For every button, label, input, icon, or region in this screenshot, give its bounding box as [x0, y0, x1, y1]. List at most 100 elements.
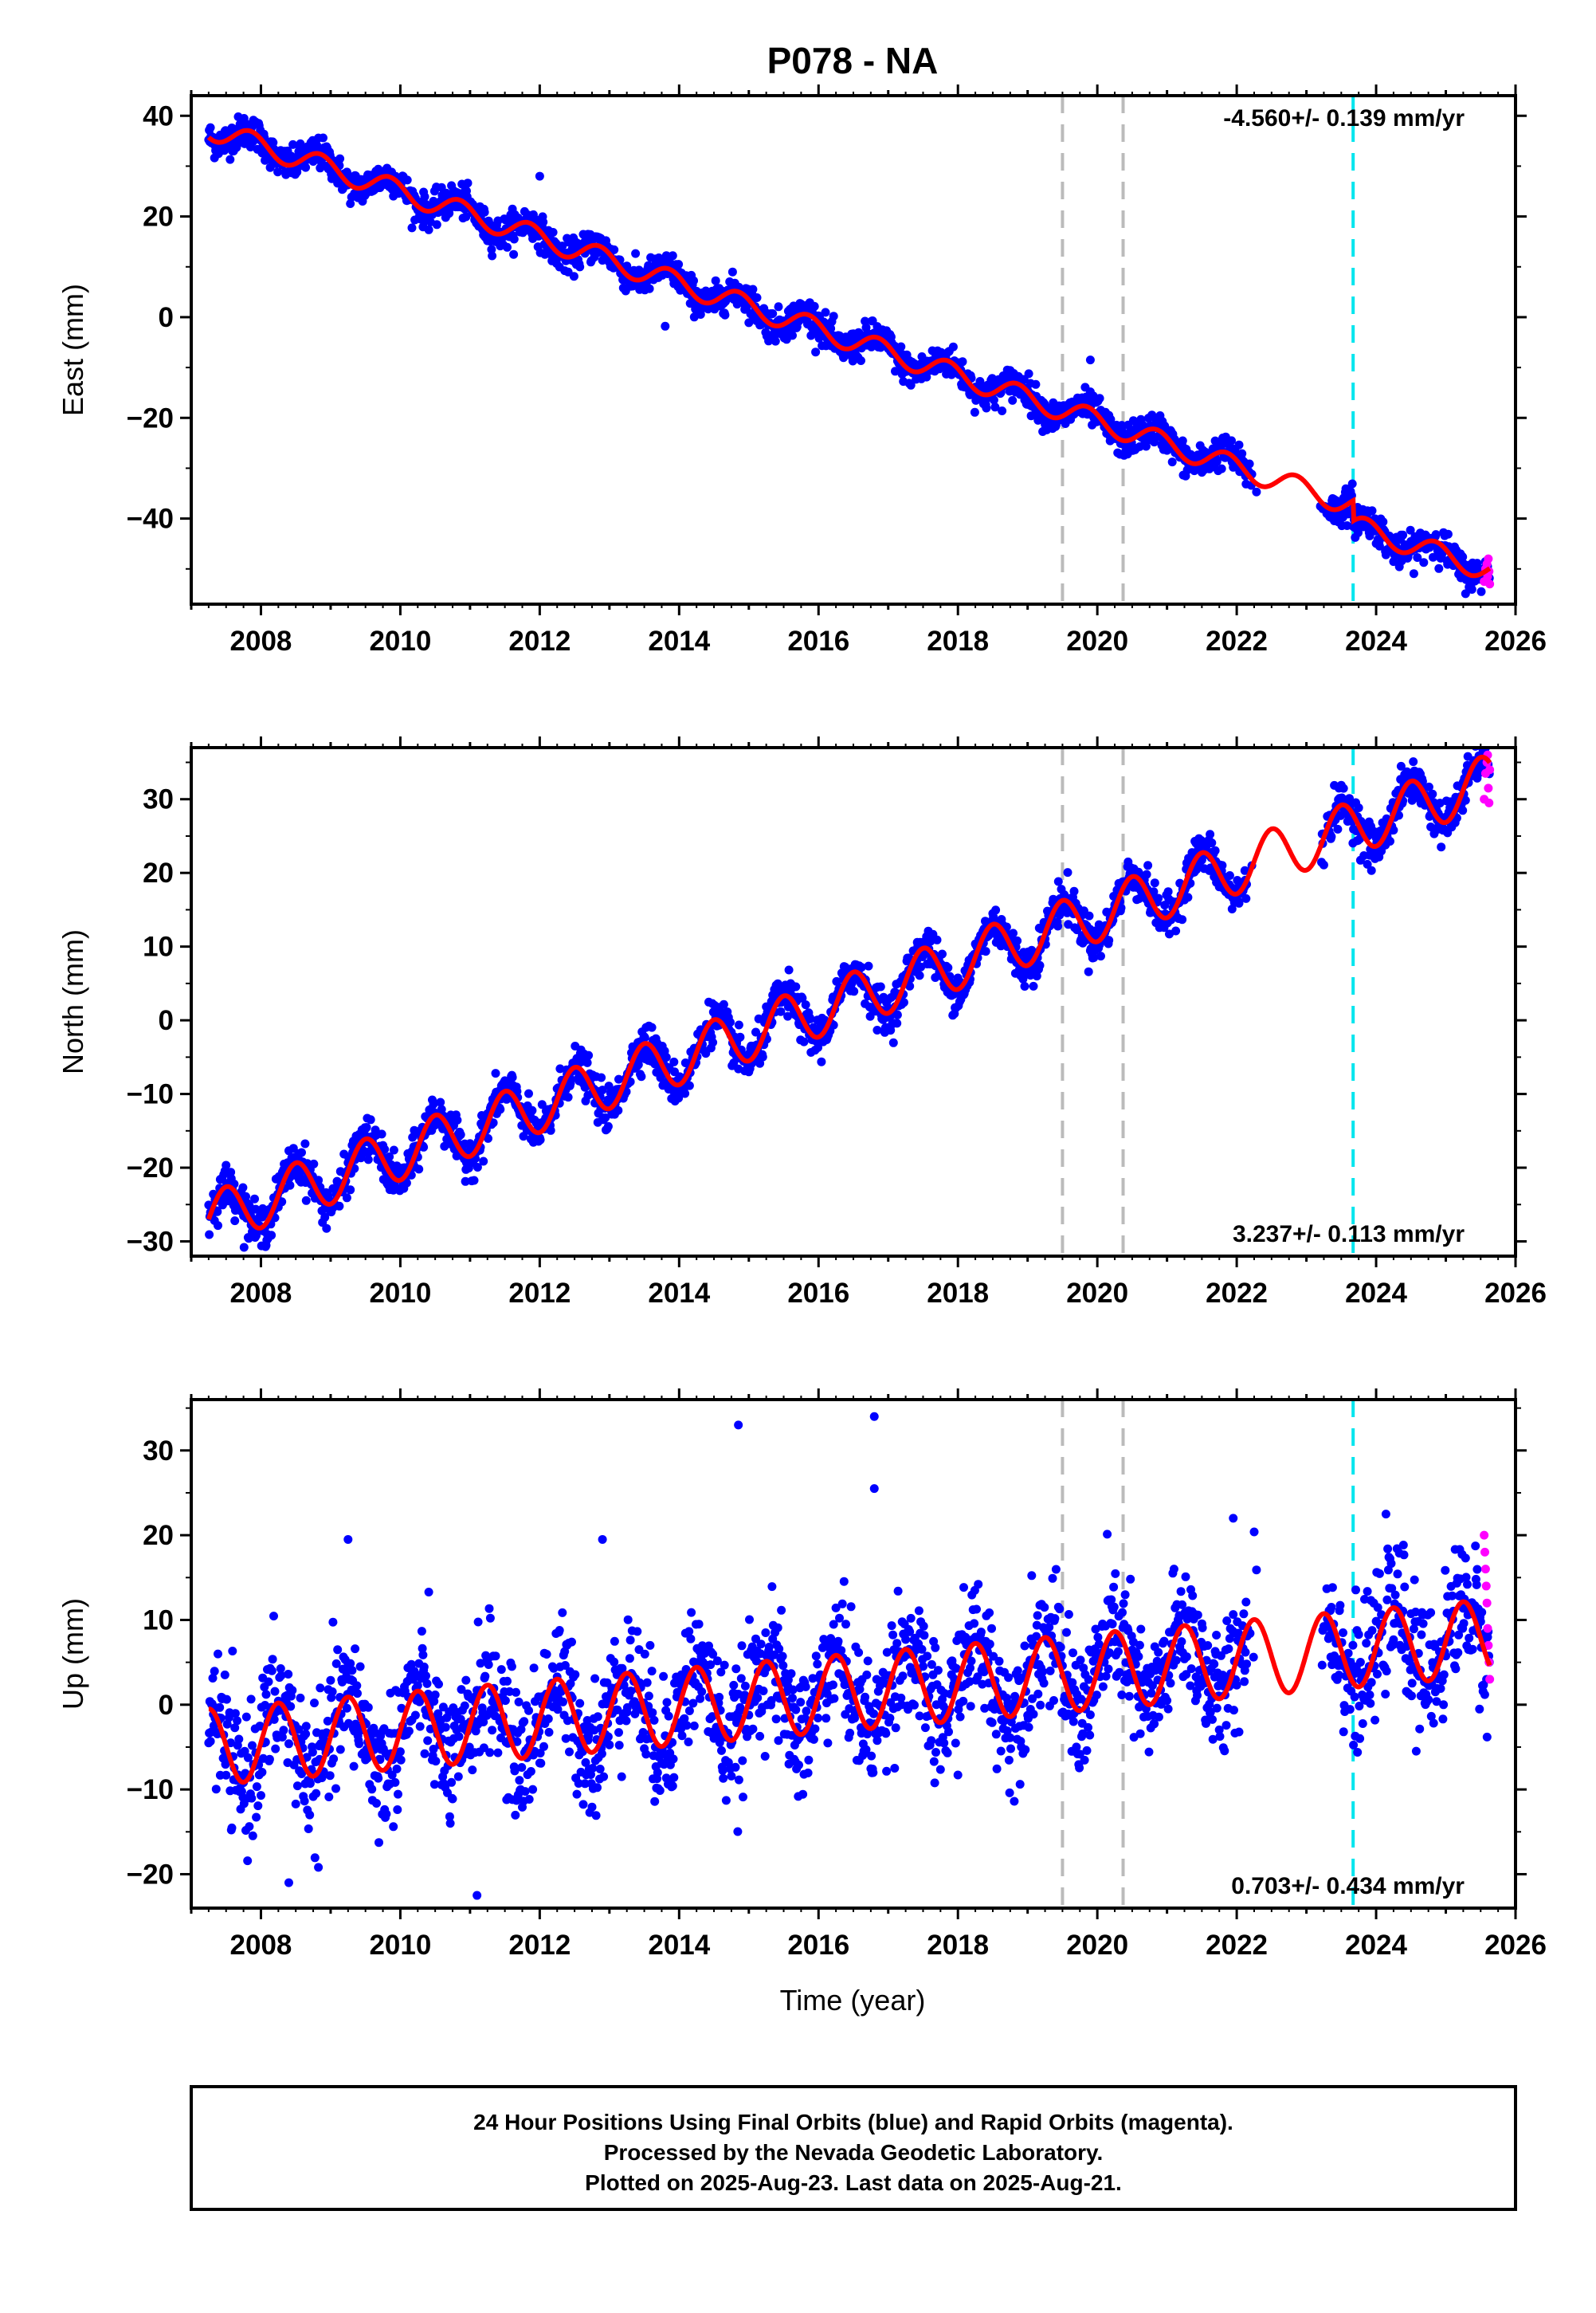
- data-point: [325, 1771, 335, 1781]
- data-point: [1480, 736, 1489, 744]
- data-point: [301, 1722, 311, 1731]
- data-point: [1419, 558, 1429, 567]
- data-point: [210, 1667, 219, 1676]
- data-point: [308, 1747, 317, 1757]
- data-point: [445, 1819, 455, 1828]
- data-point: [674, 260, 684, 269]
- data-point: [328, 1617, 338, 1627]
- data-point: [669, 1057, 679, 1066]
- data-point: [335, 1745, 345, 1754]
- data-point: [508, 1073, 517, 1082]
- data-point: [211, 1785, 221, 1794]
- data-point: [1053, 877, 1063, 886]
- data-point: [1481, 737, 1490, 746]
- data-point: [284, 1739, 293, 1749]
- data-point: [214, 1221, 222, 1231]
- data-point: [342, 1703, 351, 1713]
- x-tick-label: 2012: [508, 1278, 571, 1309]
- data-point: [1467, 585, 1476, 594]
- data-point: [558, 242, 567, 251]
- data-point: [461, 212, 471, 222]
- data-point: [1227, 436, 1236, 446]
- final-orbit-points: [204, 736, 1495, 1252]
- data-point: [463, 179, 473, 188]
- data-point: [527, 1105, 537, 1115]
- data-point: [309, 1159, 319, 1168]
- data-point: [419, 1662, 429, 1671]
- data-point: [1431, 530, 1441, 540]
- data-point: [1437, 842, 1446, 852]
- data-point: [989, 395, 998, 405]
- data-point: [333, 1645, 343, 1655]
- data-point: [1142, 870, 1151, 879]
- data-point: [1154, 893, 1163, 903]
- data-point: [389, 1145, 398, 1155]
- data-point: [645, 284, 654, 293]
- data-point: [1150, 878, 1159, 888]
- data-point: [1207, 838, 1217, 847]
- data-point: [530, 214, 539, 224]
- data-point: [524, 1089, 533, 1098]
- data-point: [423, 1736, 433, 1746]
- data-point: [285, 1180, 295, 1190]
- data-point: [347, 1666, 357, 1675]
- data-point: [1020, 982, 1029, 991]
- x-tick-label: 2022: [1206, 626, 1268, 657]
- data-point: [291, 1799, 300, 1808]
- data-point: [1398, 530, 1408, 540]
- x-tick-label: 2014: [648, 626, 710, 657]
- data-point: [1029, 981, 1038, 991]
- data-point: [372, 1799, 381, 1808]
- data-point: [230, 1216, 240, 1226]
- data-point: [1171, 926, 1181, 936]
- data-point: [1084, 911, 1094, 921]
- data-point: [310, 1698, 319, 1708]
- data-point: [420, 1749, 429, 1758]
- x-tick-label: 2018: [927, 626, 989, 657]
- data-point: [488, 251, 497, 261]
- data-point: [252, 1782, 261, 1792]
- data-point: [1178, 915, 1187, 925]
- up-panel: 2008 2010 2012 2014 2016 2018 2020 2022 2024 2026…: [57, 1388, 1547, 1961]
- data-point: [393, 1805, 402, 1814]
- data-point: [982, 403, 991, 413]
- data-point: [563, 1093, 573, 1102]
- data-point: [720, 310, 730, 320]
- y-tick-label: 20: [143, 858, 174, 889]
- data-point: [353, 1689, 362, 1698]
- data-point: [300, 1797, 309, 1806]
- data-point: [367, 1785, 377, 1794]
- data-point: [774, 302, 783, 312]
- data-point: [310, 1853, 320, 1863]
- data-point: [301, 163, 311, 172]
- data-point: [268, 1655, 277, 1664]
- data-point: [312, 140, 321, 150]
- rapid-orbit-point: [1485, 765, 1495, 775]
- data-point: [267, 1231, 276, 1240]
- y-tick-label: −40: [127, 504, 174, 535]
- data-point: [752, 293, 762, 302]
- data-point: [1443, 529, 1453, 539]
- data-point: [829, 312, 838, 321]
- data-point: [469, 1176, 479, 1185]
- data-point: [1210, 846, 1220, 855]
- data-point: [407, 223, 417, 233]
- data-point: [1013, 936, 1022, 945]
- data-point: [222, 1770, 231, 1780]
- data-point: [1143, 861, 1153, 870]
- y-tick-label: −30: [127, 1227, 174, 1258]
- data-point: [389, 1822, 398, 1832]
- rapid-orbit-point: [1484, 554, 1493, 564]
- data-point: [205, 1230, 214, 1239]
- data-point: [1409, 569, 1418, 579]
- data-point: [1095, 394, 1104, 403]
- data-point: [491, 1069, 500, 1078]
- data-point: [253, 1801, 263, 1811]
- data-point: [227, 1823, 237, 1832]
- data-point: [771, 336, 780, 346]
- data-point: [257, 1791, 265, 1801]
- data-point: [849, 987, 859, 996]
- data-point: [250, 1194, 259, 1204]
- data-point: [906, 380, 916, 390]
- data-point: [410, 1710, 420, 1720]
